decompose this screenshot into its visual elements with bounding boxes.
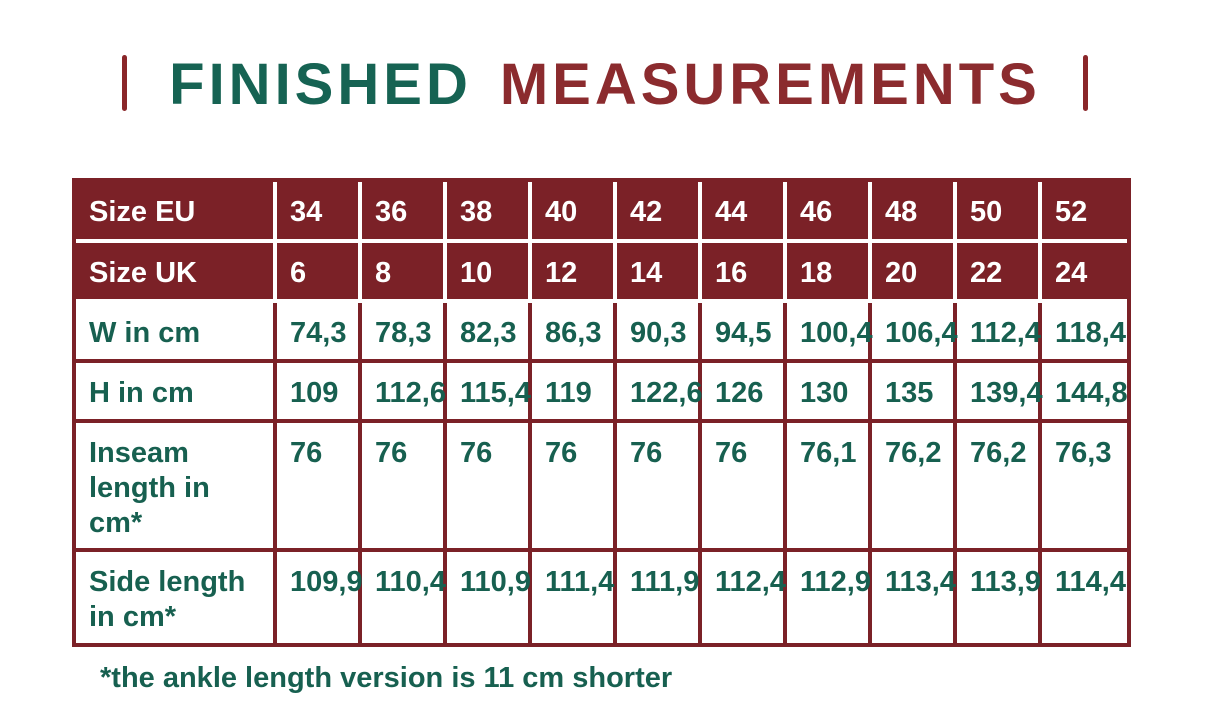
- footnote: *the ankle length version is 11 cm short…: [100, 661, 673, 694]
- inseam-value-cell: 76,2: [872, 423, 957, 553]
- hip-value-cell: 135: [872, 363, 957, 423]
- hip-value-cell: 109: [277, 363, 362, 423]
- size-uk-value-cell: 20: [872, 243, 957, 303]
- size-eu-value-cell: 50: [957, 182, 1042, 243]
- size-uk-value-cell: 14: [617, 243, 702, 303]
- hip-value-cell: 112,6: [362, 363, 447, 423]
- width-value-cell: 118,4: [1042, 303, 1127, 363]
- hip-value-cell: 126: [702, 363, 787, 423]
- side-length-value-cell: 112,9: [787, 552, 872, 643]
- size-uk-value-cell: 16: [702, 243, 787, 303]
- inseam-value-cell: 76: [532, 423, 617, 553]
- side-length-value-cell: 112,4: [702, 552, 787, 643]
- hip-value-cell: 115,4: [447, 363, 532, 423]
- size-uk-value-cell: 8: [362, 243, 447, 303]
- size-uk-value-cell: 6: [277, 243, 362, 303]
- table-row-hip: H in cm 109 112,6 115,4 119 122,6 126 13…: [76, 363, 1128, 423]
- table-row-size-eu: Size EU 34 36 38 40 42 44 46 48 50 52: [76, 182, 1127, 243]
- size-eu-value-cell: 46: [787, 182, 872, 243]
- size-eu-value-cell: 42: [617, 182, 702, 243]
- hip-value-cell: 144,8: [1042, 363, 1128, 423]
- size-eu-value-cell: 38: [447, 182, 532, 243]
- side-length-value-cell: 113,9: [957, 552, 1042, 643]
- side-length-value-cell: 110,4: [362, 552, 447, 643]
- side-length-value-cell: 111,9: [617, 552, 702, 643]
- size-eu-value-cell: 40: [532, 182, 617, 243]
- inseam-value-cell: 76: [447, 423, 532, 553]
- width-value-cell: 86,3: [532, 303, 617, 363]
- table-row-inseam-length: Inseam length in cm* 76 76 76 76 76 76 7…: [76, 423, 1127, 553]
- side-length-value-cell: 113,4: [872, 552, 957, 643]
- title-word-finished: FINISHED: [169, 52, 472, 117]
- side-length-value-cell: 110,9: [447, 552, 532, 643]
- hip-value-cell: 130: [787, 363, 872, 423]
- size-eu-value-cell: 44: [702, 182, 787, 243]
- row-label-cell: Inseam length in cm*: [76, 423, 277, 553]
- size-uk-value-cell: 24: [1042, 243, 1127, 303]
- measurements-table: Size EU 34 36 38 40 42 44 46 48 50 52 Si…: [72, 178, 1131, 647]
- inseam-value-cell: 76: [617, 423, 702, 553]
- size-uk-value-cell: 10: [447, 243, 532, 303]
- width-value-cell: 112,4: [957, 303, 1042, 363]
- row-label-cell: W in cm: [76, 303, 277, 363]
- title-word-measurements: MEASUREMENTS: [499, 52, 1041, 117]
- side-length-value-cell: 111,4: [532, 552, 617, 643]
- inseam-value-cell: 76: [702, 423, 787, 553]
- size-uk-value-cell: 22: [957, 243, 1042, 303]
- width-value-cell: 90,3: [617, 303, 702, 363]
- width-value-cell: 94,5: [702, 303, 787, 363]
- table-row-width: W in cm 74,3 78,3 82,3 86,3 90,3 94,5 10…: [76, 303, 1127, 363]
- inseam-value-cell: 76,2: [957, 423, 1042, 553]
- width-value-cell: 74,3: [277, 303, 362, 363]
- table-row-side-length: Side length in cm* 109,9 110,4 110,9 111…: [76, 552, 1127, 643]
- width-value-cell: 106,4: [872, 303, 958, 363]
- side-length-value-cell: 109,9: [277, 552, 363, 643]
- width-value-cell: 100,4: [787, 303, 873, 363]
- row-label-cell: Size EU: [76, 182, 277, 243]
- width-value-cell: 82,3: [447, 303, 532, 363]
- size-eu-value-cell: 48: [872, 182, 957, 243]
- inseam-value-cell: 76: [362, 423, 447, 553]
- inseam-value-cell: 76,1: [787, 423, 872, 553]
- row-label-cell: Side length in cm*: [76, 552, 277, 643]
- width-value-cell: 78,3: [362, 303, 447, 363]
- side-length-value-cell: 114,4: [1042, 552, 1127, 643]
- title-left-bar-decoration: [122, 55, 128, 111]
- page-title: FINISHED MEASUREMENTS: [169, 52, 1041, 114]
- row-label-cell: Size UK: [76, 243, 277, 303]
- finished-measurements-page: FINISHED MEASUREMENTS Size EU 34 36 38 4…: [0, 52, 1210, 695]
- size-uk-value-cell: 18: [787, 243, 872, 303]
- size-eu-value-cell: 36: [362, 182, 447, 243]
- hip-value-cell: 139,4: [957, 363, 1043, 423]
- hip-value-cell: 119: [532, 363, 617, 423]
- table-row-size-uk: Size UK 6 8 10 12 14 16 18 20 22 24: [76, 243, 1127, 303]
- size-eu-value-cell: 34: [277, 182, 362, 243]
- inseam-value-cell: 76,3: [1042, 423, 1127, 553]
- hip-value-cell: 122,6: [617, 363, 703, 423]
- inseam-value-cell: 76: [277, 423, 362, 553]
- size-uk-value-cell: 12: [532, 243, 617, 303]
- title-right-bar-decoration: [1082, 55, 1088, 111]
- page-header: FINISHED MEASUREMENTS: [0, 52, 1210, 114]
- row-label-cell: H in cm: [76, 363, 277, 423]
- size-eu-value-cell: 52: [1042, 182, 1127, 243]
